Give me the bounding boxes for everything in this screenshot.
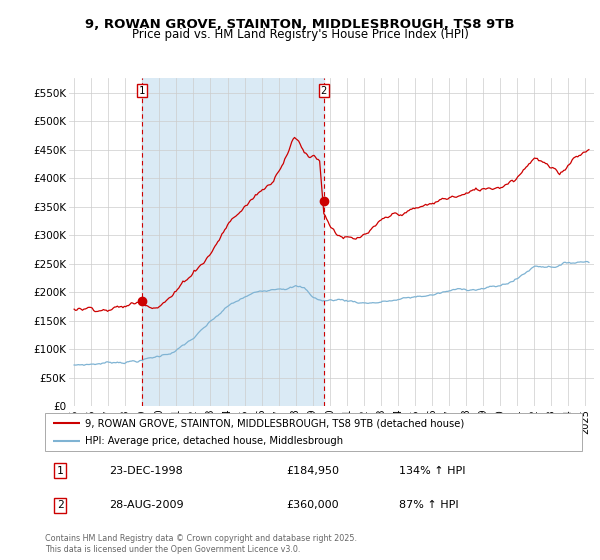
Text: 2: 2 — [56, 500, 64, 510]
Text: Price paid vs. HM Land Registry's House Price Index (HPI): Price paid vs. HM Land Registry's House … — [131, 28, 469, 41]
Text: 134% ↑ HPI: 134% ↑ HPI — [400, 466, 466, 476]
Text: £184,950: £184,950 — [287, 466, 340, 476]
Text: 87% ↑ HPI: 87% ↑ HPI — [400, 500, 459, 510]
Text: 9, ROWAN GROVE, STAINTON, MIDDLESBROUGH, TS8 9TB (detached house): 9, ROWAN GROVE, STAINTON, MIDDLESBROUGH,… — [85, 418, 464, 428]
Text: £360,000: £360,000 — [287, 500, 339, 510]
Text: 28-AUG-2009: 28-AUG-2009 — [109, 500, 184, 510]
Text: Contains HM Land Registry data © Crown copyright and database right 2025.
This d: Contains HM Land Registry data © Crown c… — [45, 534, 357, 554]
Bar — [142, 78, 324, 406]
Text: HPI: Average price, detached house, Middlesbrough: HPI: Average price, detached house, Midd… — [85, 436, 343, 446]
Text: 1: 1 — [139, 86, 145, 96]
FancyBboxPatch shape — [45, 413, 582, 451]
Text: 2: 2 — [321, 86, 327, 96]
Text: 1: 1 — [56, 466, 64, 476]
Text: 23-DEC-1998: 23-DEC-1998 — [109, 466, 183, 476]
Text: 9, ROWAN GROVE, STAINTON, MIDDLESBROUGH, TS8 9TB: 9, ROWAN GROVE, STAINTON, MIDDLESBROUGH,… — [85, 18, 515, 31]
